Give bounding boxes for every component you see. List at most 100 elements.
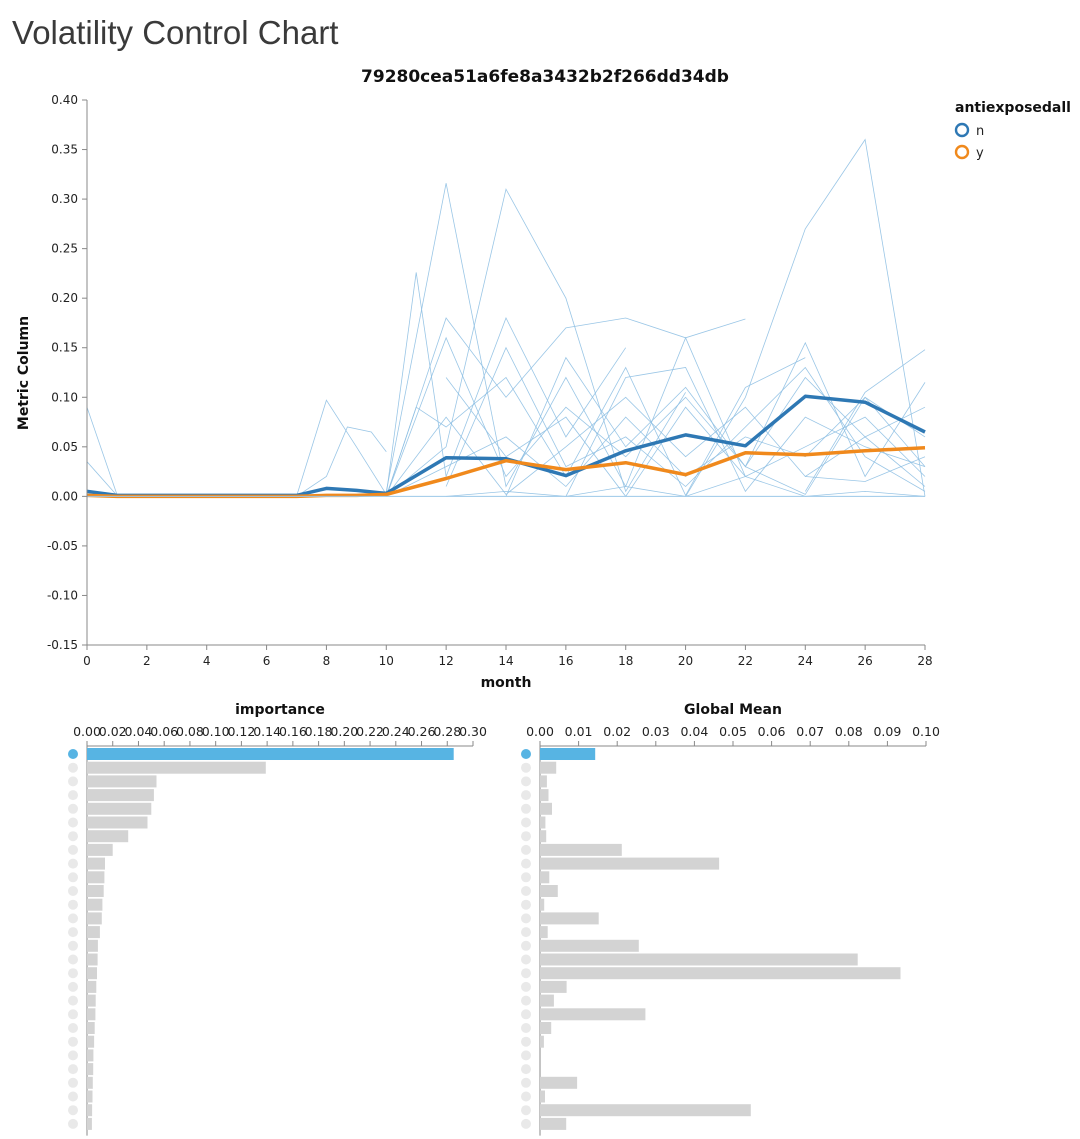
row-selector-dot[interactable]: [521, 858, 531, 869]
bar[interactable]: [540, 953, 858, 966]
bar[interactable]: [540, 748, 596, 760]
row-selector-dot[interactable]: [521, 762, 531, 773]
row-selector-dot[interactable]: [521, 886, 531, 896]
row-selector-dot[interactable]: [68, 886, 78, 896]
row-selector-dot[interactable]: [68, 1118, 78, 1129]
row-selector-dot[interactable]: [68, 762, 78, 773]
legend[interactable]: antiexposedall n y: [954, 100, 1071, 161]
bar[interactable]: [87, 1076, 93, 1089]
bar[interactable]: [87, 789, 154, 802]
row-selector-dot[interactable]: [521, 1077, 531, 1088]
row-selector-dot[interactable]: [521, 831, 531, 842]
row-selector-dot[interactable]: [521, 1105, 531, 1116]
bar[interactable]: [87, 775, 157, 788]
series-line-y[interactable]: [86, 446, 926, 499]
row-selector-dot[interactable]: [68, 954, 78, 965]
bar[interactable]: [540, 816, 546, 829]
row-selector-dot[interactable]: [521, 927, 531, 938]
row-selector-dot[interactable]: [68, 940, 78, 951]
bar[interactable]: [540, 830, 547, 843]
legend-symbol-n[interactable]: [954, 122, 970, 138]
row-selector-dot[interactable]: [68, 831, 78, 842]
row-selector-dot[interactable]: [521, 968, 531, 979]
bar[interactable]: [87, 857, 105, 870]
row-selector-dot[interactable]: [68, 749, 78, 759]
bar[interactable]: [87, 748, 454, 760]
bar[interactable]: [540, 1008, 646, 1021]
row-selector-dot[interactable]: [68, 1077, 78, 1088]
bar[interactable]: [87, 967, 97, 980]
row-selector-dot[interactable]: [68, 858, 78, 869]
bar[interactable]: [540, 1104, 751, 1117]
row-selector-dot[interactable]: [521, 940, 531, 951]
bar[interactable]: [540, 967, 901, 980]
legend-symbol-y[interactable]: [954, 144, 970, 160]
bar[interactable]: [87, 871, 105, 884]
bar[interactable]: [540, 898, 545, 911]
row-selector-dot[interactable]: [68, 872, 78, 883]
bar[interactable]: [540, 980, 567, 993]
row-selector-dot[interactable]: [521, 899, 531, 910]
row-selector-dot[interactable]: [68, 790, 78, 801]
bar[interactable]: [87, 885, 104, 897]
series-line-n[interactable]: [86, 394, 926, 498]
bar[interactable]: [87, 1063, 94, 1076]
bar[interactable]: [540, 885, 558, 897]
row-selector-dot[interactable]: [521, 872, 531, 883]
row-selector-dot[interactable]: [68, 1105, 78, 1116]
bar[interactable]: [87, 1022, 95, 1034]
row-selector-dot[interactable]: [68, 913, 78, 924]
row-selector-dot[interactable]: [68, 817, 78, 828]
bar[interactable]: [540, 761, 557, 774]
row-selector-dot[interactable]: [68, 1064, 78, 1075]
bar[interactable]: [87, 816, 148, 829]
bar[interactable]: [540, 775, 547, 788]
bar[interactable]: [540, 994, 554, 1007]
row-selector-dot[interactable]: [521, 995, 531, 1006]
row-selector-dot[interactable]: [521, 1009, 531, 1020]
bar[interactable]: [87, 843, 113, 856]
bar[interactable]: [540, 789, 549, 802]
row-selector-dot[interactable]: [521, 1118, 531, 1129]
bar[interactable]: [87, 980, 97, 993]
row-selector-dot[interactable]: [68, 927, 78, 938]
bar[interactable]: [87, 1049, 94, 1062]
row-selector-dot[interactable]: [521, 803, 531, 814]
row-selector-dot[interactable]: [68, 776, 78, 787]
bar[interactable]: [540, 1090, 545, 1103]
bar[interactable]: [87, 926, 100, 939]
row-selector-dot[interactable]: [68, 981, 78, 992]
bar[interactable]: [87, 830, 129, 843]
row-selector-dot[interactable]: [68, 844, 78, 855]
bar[interactable]: [87, 898, 103, 911]
bar[interactable]: [540, 802, 552, 815]
row-selector-dot[interactable]: [521, 1091, 531, 1102]
bar[interactable]: [87, 994, 96, 1007]
row-selector-dot[interactable]: [521, 981, 531, 992]
row-selector-dot[interactable]: [68, 803, 78, 814]
row-selector-dot[interactable]: [521, 1023, 531, 1033]
row-selector-dot[interactable]: [521, 817, 531, 828]
bar[interactable]: [540, 939, 639, 952]
row-selector-dot[interactable]: [521, 1050, 531, 1061]
bar[interactable]: [87, 1090, 93, 1103]
row-selector-dot[interactable]: [521, 790, 531, 801]
bar[interactable]: [87, 912, 102, 925]
row-selector-dot[interactable]: [521, 749, 531, 759]
row-selector-dot[interactable]: [68, 1050, 78, 1061]
bar[interactable]: [87, 1008, 96, 1021]
row-selector-dot[interactable]: [68, 1091, 78, 1102]
bar[interactable]: [540, 926, 548, 939]
bar[interactable]: [87, 802, 152, 815]
bar[interactable]: [540, 1035, 544, 1048]
bar[interactable]: [540, 1022, 552, 1034]
bar[interactable]: [540, 871, 550, 884]
row-selector-dot[interactable]: [68, 995, 78, 1006]
bar[interactable]: [87, 1117, 92, 1130]
row-selector-dot[interactable]: [521, 913, 531, 924]
row-selector-dot[interactable]: [521, 1064, 531, 1075]
bar[interactable]: [540, 1117, 567, 1130]
bar[interactable]: [87, 1035, 95, 1048]
row-selector-dot[interactable]: [521, 844, 531, 855]
bar[interactable]: [87, 939, 98, 952]
